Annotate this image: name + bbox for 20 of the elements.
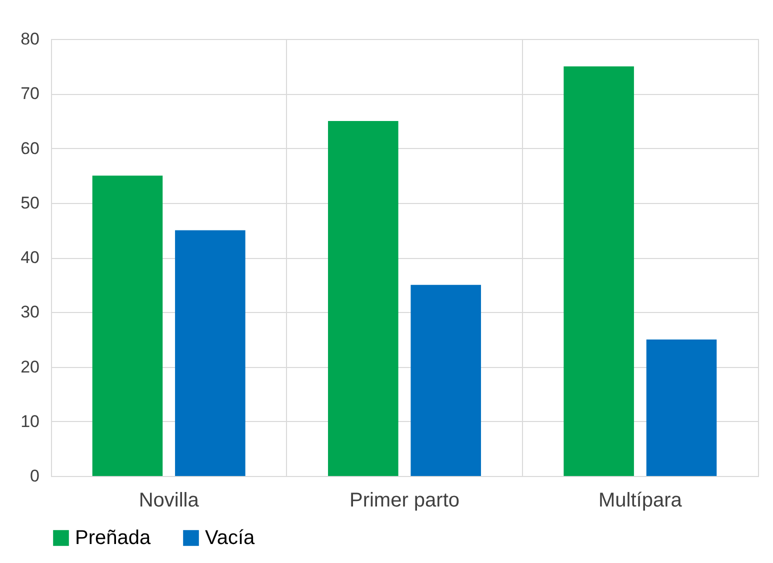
bar bbox=[328, 120, 398, 476]
bar bbox=[564, 66, 634, 476]
x-tick-label: Novilla bbox=[138, 490, 200, 512]
y-tick-label: 70 bbox=[20, 84, 40, 104]
y-tick-label: 10 bbox=[20, 412, 40, 431]
y-tick-label: 60 bbox=[20, 138, 40, 158]
bar bbox=[410, 284, 481, 476]
bar bbox=[646, 339, 717, 476]
y-tick-label: 30 bbox=[20, 302, 40, 322]
y-tick-label: 40 bbox=[20, 248, 40, 267]
y-tick-label: 0 bbox=[30, 466, 40, 486]
legend-label: Preñada bbox=[75, 527, 152, 549]
y-tick-label: 50 bbox=[20, 193, 40, 212]
x-tick-label: Multípara bbox=[598, 490, 683, 512]
legend-label: Vacía bbox=[205, 527, 256, 549]
bar bbox=[92, 176, 163, 476]
y-tick-label: 20 bbox=[20, 357, 40, 376]
x-tick-label: Primer parto bbox=[349, 490, 460, 512]
y-tick-label: 80 bbox=[20, 30, 40, 48]
bar bbox=[175, 230, 246, 476]
